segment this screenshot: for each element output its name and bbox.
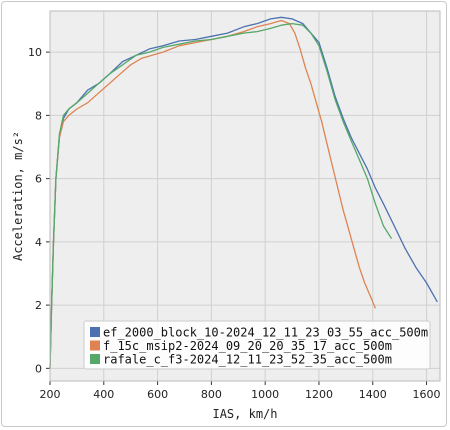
y-tick-label: 2 <box>35 299 42 312</box>
axes <box>46 10 441 385</box>
y-tick-label: 0 <box>35 362 42 375</box>
legend-label-ef-2000: ef_2000_block_10-2024_12_11_23_03_55_acc… <box>103 326 428 340</box>
y-axis-label: Acceleration, m/s² <box>11 131 25 261</box>
legend-swatch-ef-2000 <box>90 327 100 337</box>
x-tick-label: 1000 <box>251 388 279 401</box>
tick-labels: 200 400 600 800 1000 1200 1400 1600 0 2 4 6 8 10 <box>28 46 441 401</box>
x-tick-label: 800 <box>201 388 222 401</box>
x-tick-label: 1400 <box>359 388 387 401</box>
y-tick-label: 8 <box>35 109 42 122</box>
y-tick-label: 6 <box>35 173 42 186</box>
x-tick-label: 600 <box>147 388 168 401</box>
x-tick-label: 1600 <box>413 388 441 401</box>
legend: ef_2000_block_10-2024_12_11_23_03_55_acc… <box>83 320 431 370</box>
x-tick-label: 1200 <box>305 388 333 401</box>
legend-swatch-f-15c <box>90 340 100 351</box>
x-tick-label: 400 <box>93 388 114 401</box>
series-line-2 <box>49 22 393 369</box>
x-axis-label: IAS, km/h <box>212 407 277 421</box>
series-line-1 <box>49 19 376 369</box>
plot-area <box>50 11 440 381</box>
legend-label-f-15c: f_15c_msip2-2024_09_20_20_35_17_acc_500m <box>103 339 392 353</box>
legend-label-rafale: rafale_c_f3-2024_12_11_23_52_35_acc_500m <box>103 353 392 367</box>
legend-swatch-rafale <box>90 354 100 364</box>
y-tick-label: 4 <box>35 236 42 249</box>
y-tick-label: 10 <box>28 46 42 59</box>
x-tick-label: 200 <box>40 388 61 401</box>
legend-box <box>83 320 431 370</box>
plot-border <box>49 10 441 382</box>
series-lines <box>49 16 438 369</box>
